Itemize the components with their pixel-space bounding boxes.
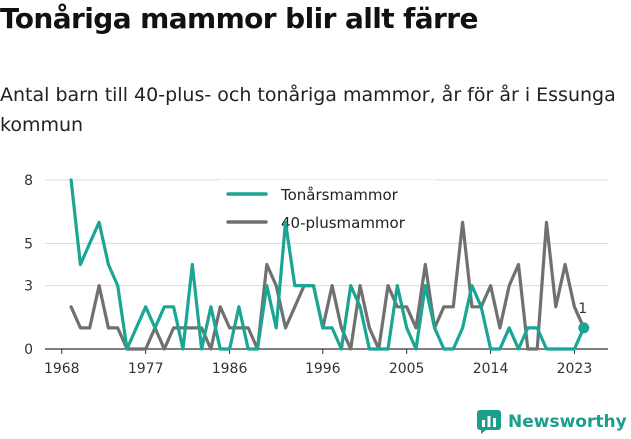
y-tick-label: 8 xyxy=(24,173,33,189)
brand-name: Newsworthy xyxy=(508,412,627,432)
legend: Tonårsmammor 40-plusmammor xyxy=(218,180,436,235)
legend-label: Tonårsmammor xyxy=(280,186,399,204)
legend-label: 40-plusmammor xyxy=(281,214,406,232)
x-axis: 1968 1977 1986 1996 2005 2014 2023 xyxy=(44,348,608,377)
x-tick-label: 2023 xyxy=(557,361,593,377)
series-line xyxy=(69,178,586,351)
end-point-marker xyxy=(578,322,590,334)
y-tick-label: 5 xyxy=(24,236,33,252)
series-line xyxy=(69,220,586,351)
y-tick-label: 0 xyxy=(24,342,33,358)
x-tick-label: 1977 xyxy=(128,361,164,377)
x-tick-label: 1968 xyxy=(44,361,80,377)
annotation-label: 1 xyxy=(578,301,587,317)
legend-background xyxy=(218,180,436,235)
y-tick-label: 3 xyxy=(24,279,33,295)
y-axis-ticks: 0 3 5 8 xyxy=(24,173,33,358)
annotations: 1 xyxy=(578,301,590,334)
brand-logo: Newsworthy xyxy=(476,408,627,436)
x-tick-label: 1996 xyxy=(305,361,341,377)
x-tick-label: 2005 xyxy=(389,361,425,377)
series-lines xyxy=(69,178,586,351)
chart-subtitle: Antal barn till 40-plus- och tonåriga ma… xyxy=(0,84,616,136)
x-tick-label: 2014 xyxy=(473,361,509,377)
chart-title: Tonåriga mammor blir allt färre xyxy=(0,2,478,35)
newsworthy-logo-icon xyxy=(477,410,501,434)
x-tick-label: 1986 xyxy=(212,361,248,377)
